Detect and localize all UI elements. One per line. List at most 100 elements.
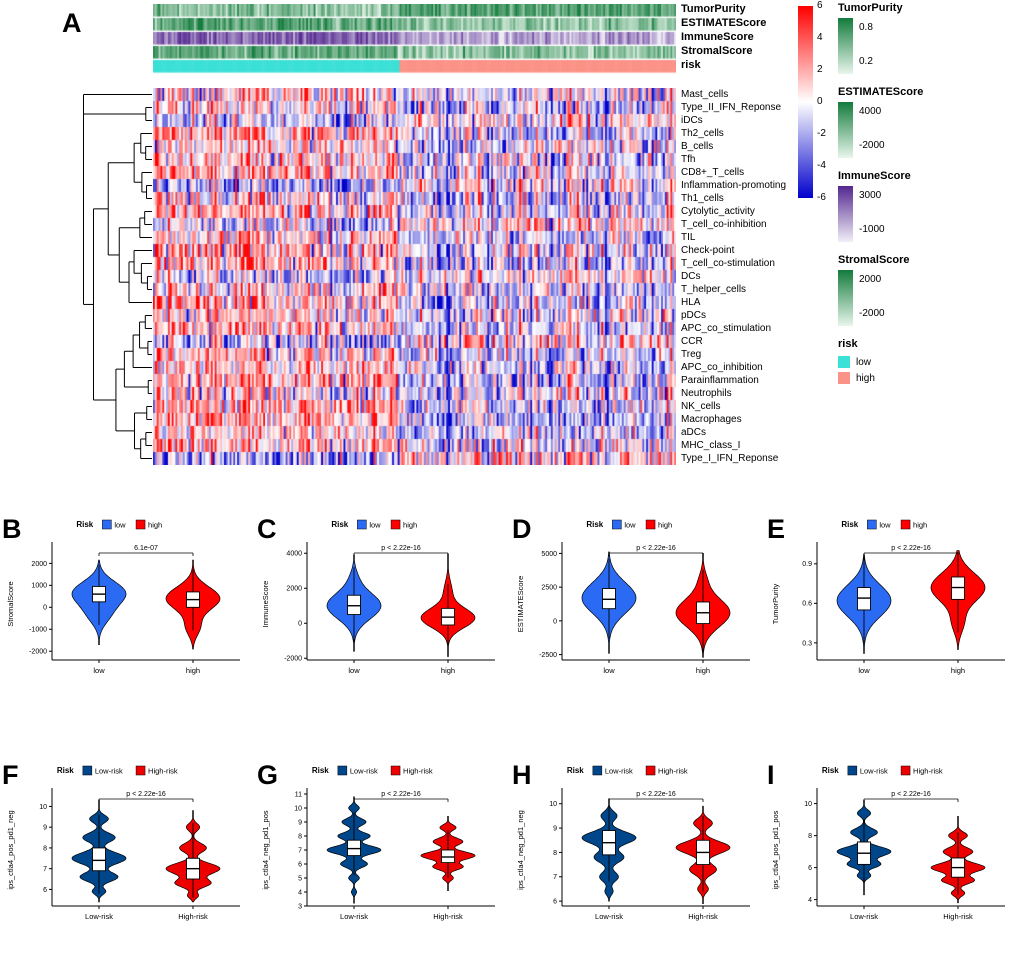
panel-letter-a: A: [62, 8, 82, 38]
violin-plot-stromalscore: Risk low high 2000 1000 0 -1000 -2000 StromalSco…: [6, 519, 240, 675]
legend-label: High-risk: [403, 767, 433, 776]
legend-title: ImmuneScore: [838, 170, 911, 182]
x-tick-label: low: [93, 666, 105, 675]
y-tick-label: -2000: [29, 649, 47, 656]
panel-letter-b: B: [2, 514, 22, 544]
legend-swatch-High-risk: [135, 765, 146, 776]
colorbar-tick-label: 4: [817, 32, 823, 43]
legend-title: TumorPurity: [838, 2, 903, 14]
heatmap-row-label: Tfh: [681, 154, 696, 165]
risk-legend: Risk Low-risk High-risk: [312, 765, 433, 776]
panel-letter-f: F: [2, 760, 19, 790]
x-tick-label: high: [441, 666, 455, 675]
y-tick-label: 0: [43, 605, 47, 612]
y-axis-title: ESTIMATEScore: [516, 576, 525, 633]
y-tick-label: 0.9: [802, 561, 812, 568]
x-tick-label: low: [348, 666, 360, 675]
y-axis-title: ips_ctla4_pos_pd1_neg: [6, 810, 15, 889]
heatmap-cells: [153, 88, 676, 465]
violin-plot-ips-ctla4pos-pd1neg: Risk Low-risk High-risk 10 9 8 7 6 ips_ctla4_pos…: [6, 765, 240, 921]
colorbar-tick-label: -2: [817, 128, 826, 139]
y-tick-label: 8: [808, 833, 812, 840]
heatmap-legend-column: TumorPurity 0.8 0.2 ESTIMATEScore 4000 -2000 I…: [838, 2, 1016, 398]
x-tick-label: low: [858, 666, 870, 675]
risk-legend: Risk Low-risk High-risk: [822, 765, 943, 776]
y-tick-label: 10: [294, 805, 302, 812]
legend-label: High-risk: [913, 767, 943, 776]
legend-immunescore: ImmuneScore 3000 -1000: [838, 170, 1016, 242]
annotation-row-labels: TumorPurity ESTIMATEScore ImmuneScore Strom…: [681, 3, 766, 73]
heatmap-row-label: APC_co_inhibition: [681, 362, 763, 373]
legend-swatch-Low-risk: [592, 765, 603, 776]
panel-d-violin: D Risk low high 5000 2500 0 -2500 ESTIMATEScore…: [510, 512, 760, 712]
y-tick-label: 9: [298, 819, 302, 826]
heatmap-row-label: B_cells: [681, 141, 714, 152]
legend-title: Risk: [822, 766, 839, 775]
legend-title: Risk: [57, 766, 74, 775]
panel-g-violin: G Risk Low-risk High-risk 11 10 9 8 7 6 5 4 3 ips_ct…: [255, 758, 505, 958]
y-axis-title: TumorPurity: [771, 583, 780, 624]
y-axis-title: ips_ctla4_pos_pd1_pos: [771, 810, 780, 889]
risk-legend: Risk Low-risk High-risk: [567, 765, 688, 776]
x-tick-label: High-risk: [943, 912, 973, 921]
heatmap-row-label: T_helper_cells: [681, 284, 747, 295]
legend-label: Low-risk: [605, 767, 633, 776]
legend-label: Low-risk: [350, 767, 378, 776]
dendrogram: [83, 94, 152, 459]
legend-label: low: [369, 521, 381, 530]
legend-title: StromalScore: [838, 254, 910, 266]
risk-legend: Risk low high: [331, 519, 417, 530]
legend-swatch-high: [900, 519, 911, 530]
annotation-label: risk: [681, 59, 701, 71]
heatmap-row-label: MHC_class_I: [681, 440, 741, 451]
y-tick-label: 5000: [541, 551, 557, 558]
y-tick-label: 7: [43, 866, 47, 873]
y-tick-label: -1000: [29, 627, 47, 634]
y-tick-label: 8: [298, 833, 302, 840]
panel-c-violin: C Risk low high 4000 2000 0 -2000 ImmuneScore lo…: [255, 512, 505, 712]
y-tick-label: 2000: [286, 586, 302, 593]
x-tick-label: Low-risk: [85, 912, 113, 921]
box: [347, 839, 361, 857]
panel-letter-i: I: [767, 760, 775, 790]
legend-swatch-Low-risk: [847, 765, 858, 776]
heatmap-row-label: Type_I_IFN_Reponse: [681, 453, 779, 464]
y-axis-title: ips_ctla4_neg_pd1_neg: [516, 810, 525, 890]
colorbar-tick-label: 0: [817, 96, 823, 107]
annotation-label: StromalScore: [681, 45, 753, 57]
legend-swatch-low: [102, 519, 112, 530]
colorbar-tick-label: -6: [817, 192, 826, 203]
heatmap-row-label: pDCs: [681, 310, 707, 321]
legend-max-label: 2000: [859, 274, 882, 285]
violin-plot-ips-ctla4pos-pd1pos: Risk Low-risk High-risk 10 8 6 4 ips_ctla4_pos_…: [771, 765, 1005, 921]
box: [441, 849, 455, 864]
heatmap-row-label: Neutrophils: [681, 388, 732, 399]
y-tick-label: 0: [553, 618, 557, 625]
p-value-label: p < 2.22e-16: [636, 545, 676, 552]
legend-tumorpurity: TumorPurity 0.8 0.2: [838, 2, 1016, 74]
legend-max-label: 0.8: [859, 22, 873, 33]
legend-swatch-High-risk: [645, 765, 656, 776]
legend-label: high: [658, 521, 672, 530]
panel-a-heatmap: A TumorPurity ESTIMATEScore ImmuneScore Str…: [62, 1, 1016, 465]
legend-swatch-high: [390, 519, 401, 530]
legend-swatch-low: [867, 519, 877, 530]
legend-gradient-bar: 3000 -1000: [838, 186, 885, 242]
legend-item-high: high: [838, 370, 1016, 386]
y-tick-label: 5: [298, 875, 302, 882]
legend-swatch-high: [645, 519, 656, 530]
heatmap-row-label: T_cell_co-inhibition: [681, 219, 767, 230]
legend-max-label: 3000: [859, 190, 882, 201]
box: [92, 847, 106, 872]
y-tick-label: 7: [298, 847, 302, 854]
panel-letter-h: H: [512, 760, 532, 790]
risk-legend: Risk Low-risk High-risk: [57, 765, 178, 776]
x-tick-label: low: [603, 666, 615, 675]
legend-swatch-Low-risk: [82, 765, 93, 776]
legend-swatch-high: [135, 519, 146, 530]
y-tick-label: 9: [43, 825, 47, 832]
x-tick-label: High-risk: [688, 912, 718, 921]
p-value-label: p < 2.22e-16: [891, 791, 931, 798]
y-tick-label: 6: [553, 899, 557, 906]
p-value-label: p < 2.22e-16: [381, 791, 421, 798]
